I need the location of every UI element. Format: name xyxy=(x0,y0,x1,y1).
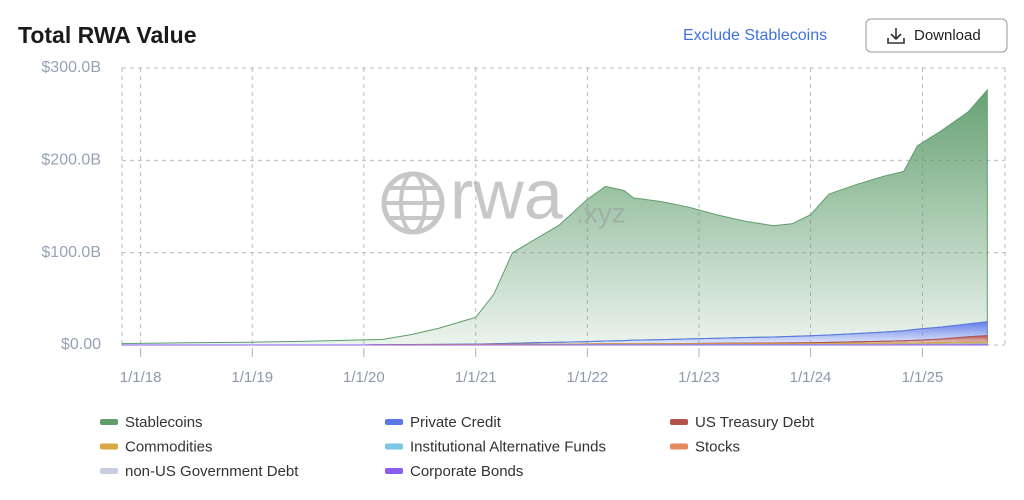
legend-label: Institutional Alternative Funds xyxy=(410,438,606,455)
download-icon xyxy=(887,28,905,44)
legend-label: Corporate Bonds xyxy=(410,463,523,480)
legend-label: Stocks xyxy=(695,438,740,455)
chart-title: Total RWA Value xyxy=(18,22,197,48)
y-tick-label: $200.0B xyxy=(41,152,101,169)
watermark-globe xyxy=(384,186,442,220)
button-label: Download xyxy=(914,27,981,44)
legend-label: Commodities xyxy=(125,438,213,455)
legend-swatch xyxy=(385,443,403,450)
legend-swatch xyxy=(100,443,118,450)
legend-label: Stablecoins xyxy=(125,414,203,431)
y-tick-label: $300.0B xyxy=(41,59,101,76)
legend-swatch xyxy=(385,468,403,474)
legend-label: US Treasury Debt xyxy=(695,414,815,431)
legend-swatch xyxy=(670,419,688,425)
x-tick-label: 1/1/20 xyxy=(343,369,385,386)
watermark-brand: rwa xyxy=(450,155,563,233)
x-tick-label: 1/1/21 xyxy=(455,369,497,386)
watermark: rwa .xyz xyxy=(381,155,626,235)
legend-swatch xyxy=(100,468,118,474)
watermark-suffix: .xyz xyxy=(576,197,626,228)
x-tick-label: 1/1/19 xyxy=(231,369,273,386)
legend-label: non-US Government Debt xyxy=(125,463,299,480)
x-tick-label: 1/1/22 xyxy=(566,369,608,386)
legend-swatch xyxy=(385,419,403,425)
x-tick-label: 1/1/25 xyxy=(902,369,944,386)
legend-swatch xyxy=(100,419,118,425)
legend-label: Private Credit xyxy=(410,414,502,431)
exclude-stablecoins-link[interactable]: Exclude Stablecoins xyxy=(683,27,827,44)
y-tick-label: $100.0B xyxy=(41,244,101,261)
x-tick-label: 1/1/18 xyxy=(120,369,162,386)
x-tick-label: 1/1/24 xyxy=(790,369,832,386)
legend-swatch xyxy=(670,443,688,450)
download-button[interactable]: Download xyxy=(865,18,1008,53)
y-tick-label: $0.00 xyxy=(61,336,101,353)
x-tick-label: 1/1/23 xyxy=(678,369,720,386)
